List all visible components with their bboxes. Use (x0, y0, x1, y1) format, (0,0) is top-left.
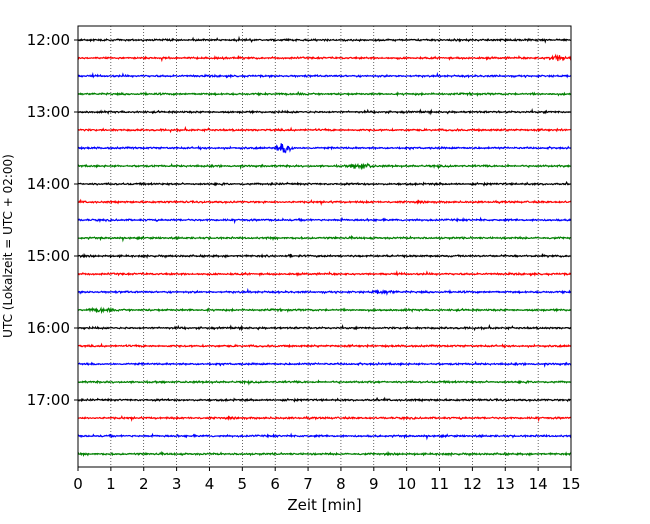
trace-1545 (77, 306, 572, 315)
trace-1630 (77, 360, 572, 368)
x-tick-label: 14 (529, 475, 548, 493)
x-tick-label: 11 (430, 475, 449, 493)
x-tick-label: 4 (205, 475, 215, 493)
trace-1745 (77, 450, 572, 458)
y-tick-label: 15:00 (27, 247, 70, 265)
x-tick-label: 5 (238, 475, 248, 493)
trace-1700 (77, 396, 572, 403)
trace-1345 (77, 162, 572, 171)
x-tick-label: 7 (303, 475, 313, 493)
trace-1400 (77, 180, 572, 187)
trace-1645 (77, 379, 572, 386)
y-axis-label: UTC (Lokalzeit = UTC + 02:00) (1, 154, 15, 338)
trace-1315 (77, 125, 572, 134)
y-tick-label: 14:00 (27, 175, 70, 193)
x-tick-label: 9 (369, 475, 379, 493)
x-tick-label: 3 (172, 475, 182, 493)
y-axis-ticks: 12:00 13:00 14:00 15:00 16:00 17:00 (27, 31, 78, 409)
y-tick-label: 16:00 (27, 319, 70, 337)
trace-1445 (77, 234, 572, 243)
trace-1200 (77, 35, 572, 44)
x-tick-label: 0 (73, 475, 83, 493)
x-tick-label: 10 (397, 475, 416, 493)
x-tick-label: 12 (463, 475, 482, 493)
trace-1500 (77, 252, 572, 260)
trace-1615 (77, 342, 572, 349)
trace-1600 (77, 323, 572, 332)
trace-1715 (77, 414, 572, 423)
plot-frame (77, 25, 572, 468)
x-tick-label: 8 (336, 475, 346, 493)
x-tick-label: 15 (561, 475, 580, 493)
x-tick-label: 13 (496, 475, 515, 493)
trace-1515 (77, 269, 572, 277)
y-tick-label: 12:00 (27, 31, 70, 49)
trace-1530 (77, 287, 572, 296)
y-tick-label: 17:00 (27, 391, 70, 409)
x-axis-ticks: 0 1 2 3 4 5 6 7 8 9 10 11 12 13 14 15 (73, 467, 581, 493)
x-tick-label: 1 (106, 475, 116, 493)
trace-1430 (77, 216, 572, 225)
trace-1215 (77, 53, 572, 63)
trace-1330 (77, 143, 572, 154)
x-tick-label: 2 (139, 475, 149, 493)
x-tick-label: 6 (270, 475, 280, 493)
x-axis-label: Zeit [min] (287, 496, 361, 514)
trace-1300 (77, 108, 572, 116)
trace-1730 (77, 432, 572, 441)
trace-1245 (77, 90, 572, 97)
trace-1230 (77, 71, 572, 79)
y-tick-label: 13:00 (27, 103, 70, 121)
trace-1415 (77, 198, 572, 206)
seismic-traces (77, 35, 572, 458)
